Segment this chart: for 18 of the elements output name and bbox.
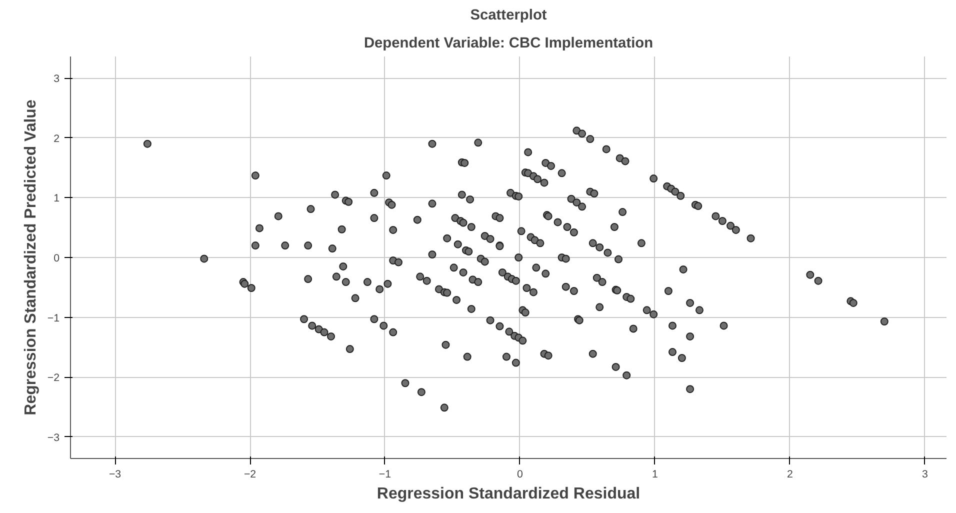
y-tick-label: 0 — [54, 252, 60, 264]
y-tick-label: 3 — [54, 73, 60, 86]
x-tick-label: 0 — [517, 468, 524, 480]
x-tick-label: 2 — [786, 468, 793, 480]
y-tick-label: −1 — [47, 312, 60, 324]
y-tick-label: 1 — [54, 192, 60, 205]
chart-title: Scatterplot — [470, 8, 547, 24]
x-tick-label: −3 — [108, 468, 122, 480]
y-tick-label: 2 — [54, 132, 60, 145]
x-tick-label: 1 — [652, 468, 658, 480]
chart-subtitle: Dependent Variable: CBC Implementation — [364, 36, 654, 52]
x-tick-label: −2 — [244, 468, 256, 480]
y-tick-label: −2 — [47, 372, 60, 384]
x-tick-label: 3 — [922, 468, 928, 480]
y-tick-label: −3 — [47, 432, 60, 444]
x-axis-title: Regression Standardized Residual — [376, 486, 640, 502]
y-axis-title: Regression Standardized Predicted Value — [22, 100, 40, 416]
x-tick-label: −1 — [378, 468, 392, 480]
